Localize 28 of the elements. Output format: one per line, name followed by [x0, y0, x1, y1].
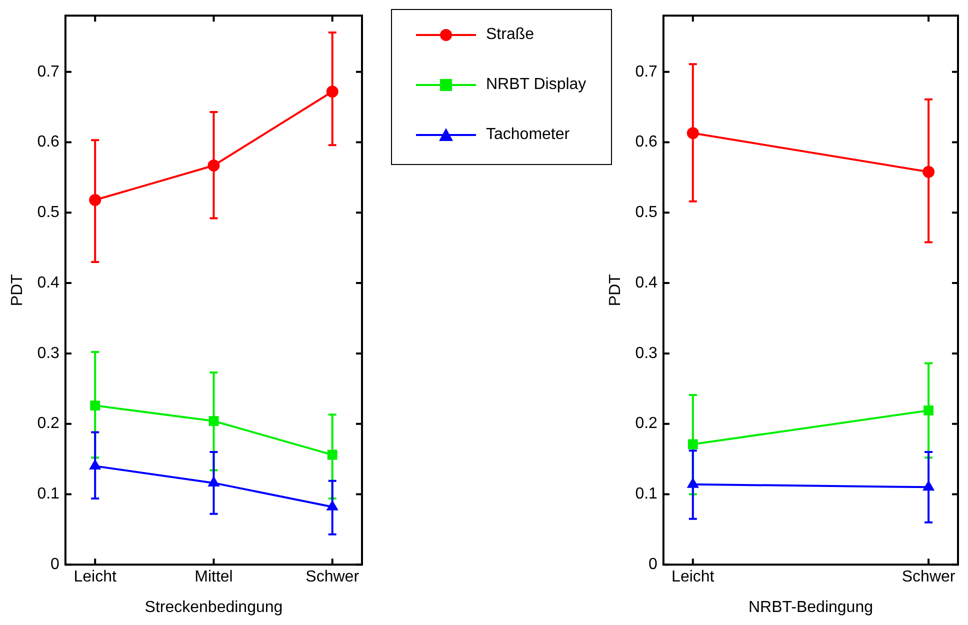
- legend-label: Straße: [486, 26, 534, 44]
- x-tick-label: Mittel: [194, 568, 233, 586]
- y-tick-label: 0: [50, 556, 60, 574]
- y-tick-label: 0.1: [635, 486, 658, 503]
- y-tick-label: 0.2: [37, 415, 60, 432]
- y-tick-label: 0.7: [37, 63, 60, 80]
- y-tick-label: 0.6: [635, 134, 658, 151]
- x-tick-label: Schwer: [902, 568, 956, 586]
- x-tick-label: Leicht: [74, 568, 117, 586]
- legend-label: Tachometer: [486, 126, 570, 144]
- x-tick-label: Schwer: [306, 568, 360, 586]
- y-axis-title: PDT: [607, 274, 624, 306]
- y-axis-title: PDT: [9, 274, 26, 306]
- y-tick-label: 0.3: [37, 344, 60, 362]
- x-tick-label: Leicht: [672, 568, 715, 586]
- y-tick-label: 0.2: [635, 415, 658, 432]
- legend-label: NRBT Display: [486, 76, 586, 94]
- y-tick-label: 0: [648, 556, 658, 574]
- x-axis-title: NRBT-Bedingung: [748, 598, 873, 616]
- y-tick-label: 0.3: [635, 344, 658, 362]
- x-axis-title: Streckenbedingung: [144, 598, 283, 616]
- y-tick-label: 0.4: [37, 274, 60, 292]
- y-tick-label: 0.5: [37, 204, 60, 222]
- y-tick-label: 0.6: [37, 134, 60, 151]
- y-tick-label: 0.7: [635, 63, 658, 80]
- y-tick-label: 0.1: [37, 486, 60, 503]
- y-tick-label: 0.5: [635, 204, 658, 222]
- y-tick-label: 0.4: [635, 274, 658, 292]
